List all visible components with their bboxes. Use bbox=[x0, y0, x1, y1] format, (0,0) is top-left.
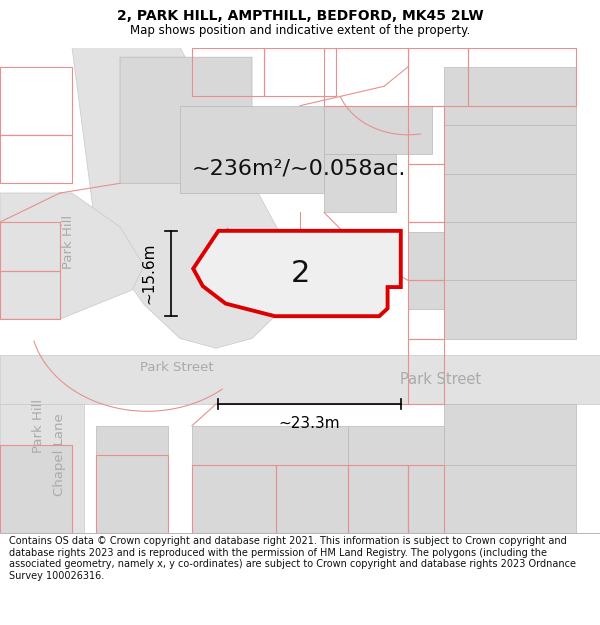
Polygon shape bbox=[444, 280, 576, 339]
Text: Park Street: Park Street bbox=[400, 372, 482, 388]
Text: 2, PARK HILL, AMPTHILL, BEDFORD, MK45 2LW: 2, PARK HILL, AMPTHILL, BEDFORD, MK45 2L… bbox=[116, 9, 484, 24]
Polygon shape bbox=[444, 67, 576, 125]
Polygon shape bbox=[0, 193, 144, 319]
Polygon shape bbox=[444, 222, 576, 280]
Polygon shape bbox=[193, 231, 401, 316]
Text: ~23.3m: ~23.3m bbox=[279, 416, 340, 431]
Polygon shape bbox=[192, 426, 348, 532]
Polygon shape bbox=[324, 106, 432, 154]
Polygon shape bbox=[193, 231, 401, 316]
Text: Park Hill: Park Hill bbox=[32, 399, 46, 453]
Polygon shape bbox=[444, 125, 576, 174]
Text: ~15.6m: ~15.6m bbox=[141, 242, 156, 304]
Polygon shape bbox=[324, 154, 396, 212]
Polygon shape bbox=[444, 464, 576, 532]
Text: Map shows position and indicative extent of the property.: Map shows position and indicative extent… bbox=[130, 24, 470, 37]
Text: Park Hill: Park Hill bbox=[217, 225, 257, 278]
Polygon shape bbox=[96, 426, 168, 532]
Text: Contains OS data © Crown copyright and database right 2021. This information is : Contains OS data © Crown copyright and d… bbox=[9, 536, 576, 581]
Polygon shape bbox=[444, 174, 576, 222]
Polygon shape bbox=[348, 426, 444, 532]
Polygon shape bbox=[0, 404, 84, 532]
Polygon shape bbox=[0, 445, 72, 532]
Polygon shape bbox=[72, 48, 300, 348]
Polygon shape bbox=[180, 106, 324, 193]
Text: Park Hill: Park Hill bbox=[62, 214, 76, 269]
Polygon shape bbox=[444, 404, 576, 464]
Text: Chapel Lane: Chapel Lane bbox=[53, 414, 67, 496]
Text: ~236m²/~0.058ac.: ~236m²/~0.058ac. bbox=[192, 159, 406, 179]
Polygon shape bbox=[408, 232, 444, 309]
Text: Park Street: Park Street bbox=[140, 361, 214, 374]
Polygon shape bbox=[120, 58, 252, 183]
Text: 2: 2 bbox=[290, 259, 310, 288]
Polygon shape bbox=[0, 356, 600, 404]
